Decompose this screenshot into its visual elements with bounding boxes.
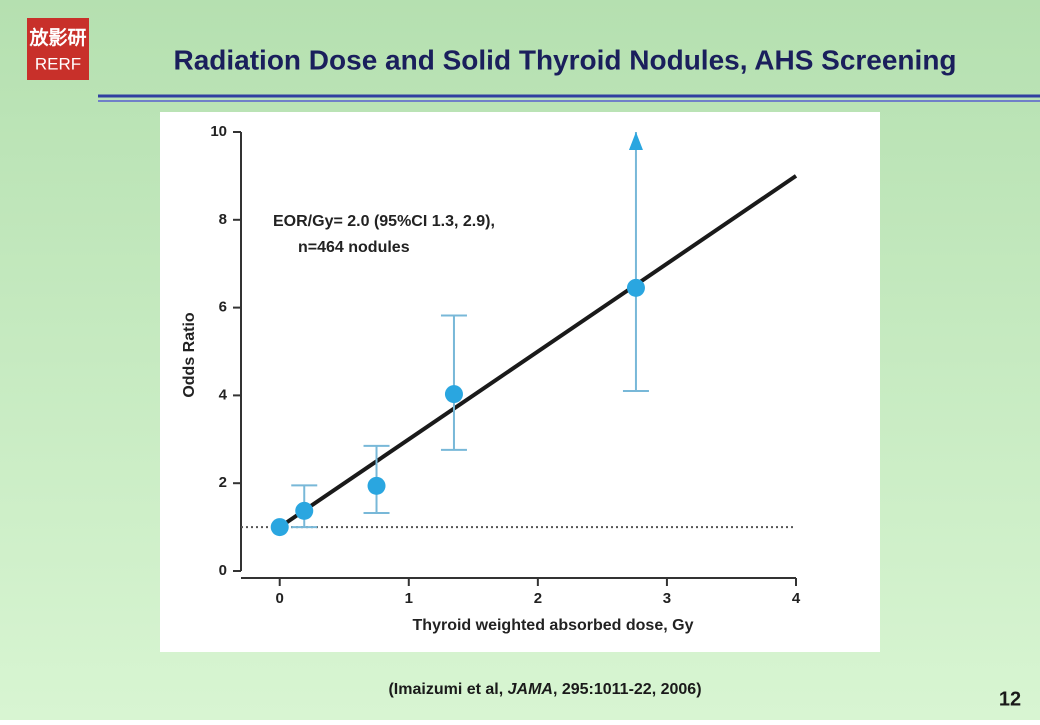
y-axis-label: Odds Ratio	[181, 312, 198, 398]
x-tick-label: 0	[276, 590, 284, 607]
y-tick-label: 0	[219, 562, 227, 579]
citation-journal: JAMA	[508, 681, 553, 698]
point	[270, 518, 289, 537]
annotation: EOR/Gy= 2.0 (95%CI 1.3, 2.9),	[273, 213, 495, 230]
error-arrow	[628, 132, 643, 150]
point	[295, 501, 314, 520]
y-tick-label: 2	[219, 474, 227, 491]
point	[367, 476, 386, 495]
x-axis-label: Thyroid weighted absorbed dose, Gy	[413, 617, 694, 634]
page-number: 12	[999, 688, 1021, 710]
logo	[27, 18, 89, 80]
slide-title: Radiation Dose and Solid Thyroid Nodules…	[173, 44, 956, 75]
citation: (Imaizumi et al, JAMA, 295:1011-22, 2006…	[388, 681, 701, 698]
point	[626, 278, 645, 297]
x-tick-label: 2	[534, 590, 542, 607]
y-tick-label: 4	[219, 386, 228, 403]
fit-line	[278, 174, 798, 529]
x-tick-label: 3	[663, 590, 671, 607]
y-tick-label: 10	[210, 123, 227, 140]
annotation: n=464 nodules	[298, 239, 410, 256]
y-tick-label: 6	[219, 299, 227, 316]
logo-top: 放影研	[28, 26, 86, 49]
y-tick-label: 8	[219, 211, 227, 228]
logo-bottom: RERF	[35, 54, 81, 73]
x-tick-label: 1	[405, 590, 413, 607]
point	[444, 385, 463, 404]
citation-text: , 295:1011-22, 2006)	[553, 681, 702, 698]
x-tick-label: 4	[792, 590, 801, 607]
citation-text: (Imaizumi et al,	[388, 681, 507, 698]
